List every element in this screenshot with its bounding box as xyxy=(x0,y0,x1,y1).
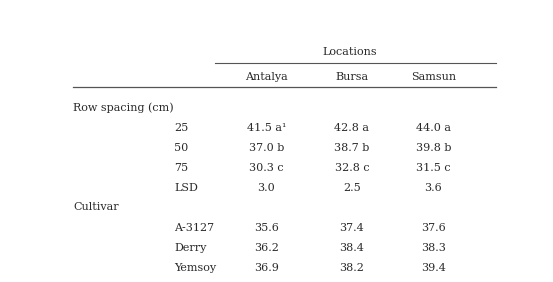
Text: 38.7 b: 38.7 b xyxy=(335,143,369,153)
Text: 35.6: 35.6 xyxy=(254,222,279,233)
Text: Samsun: Samsun xyxy=(411,72,456,82)
Text: Cultivar: Cultivar xyxy=(74,202,119,212)
Text: 31.5 c: 31.5 c xyxy=(416,163,451,173)
Text: 3.6: 3.6 xyxy=(425,183,442,193)
Text: 36.2: 36.2 xyxy=(254,243,279,253)
Text: 25: 25 xyxy=(174,123,189,133)
Text: Yemsoy: Yemsoy xyxy=(174,263,216,273)
Text: 44.0 a: 44.0 a xyxy=(416,123,451,133)
Text: 37.0 b: 37.0 b xyxy=(249,143,284,153)
Text: 3.0: 3.0 xyxy=(257,183,275,193)
Text: Bursa: Bursa xyxy=(336,72,368,82)
Text: 50: 50 xyxy=(174,143,189,153)
Text: 37.6: 37.6 xyxy=(421,222,446,233)
Text: 38.3: 38.3 xyxy=(421,243,446,253)
Text: Locations: Locations xyxy=(322,47,377,57)
Text: 42.8 a: 42.8 a xyxy=(335,123,369,133)
Text: 36.9: 36.9 xyxy=(254,263,279,273)
Text: Row spacing (cm): Row spacing (cm) xyxy=(74,102,174,113)
Text: 75: 75 xyxy=(174,163,188,173)
Text: 38.4: 38.4 xyxy=(340,243,364,253)
Text: 30.3 c: 30.3 c xyxy=(249,163,284,173)
Text: Antalya: Antalya xyxy=(245,72,288,82)
Text: 41.5 a¹: 41.5 a¹ xyxy=(247,123,286,133)
Text: 32.8 c: 32.8 c xyxy=(335,163,369,173)
Text: 37.4: 37.4 xyxy=(340,222,364,233)
Text: 39.4: 39.4 xyxy=(421,263,446,273)
Text: 2.5: 2.5 xyxy=(343,183,361,193)
Text: 39.8 b: 39.8 b xyxy=(416,143,451,153)
Text: LSD: LSD xyxy=(174,183,198,193)
Text: Derry: Derry xyxy=(174,243,206,253)
Text: 38.2: 38.2 xyxy=(340,263,364,273)
Text: A-3127: A-3127 xyxy=(174,222,214,233)
